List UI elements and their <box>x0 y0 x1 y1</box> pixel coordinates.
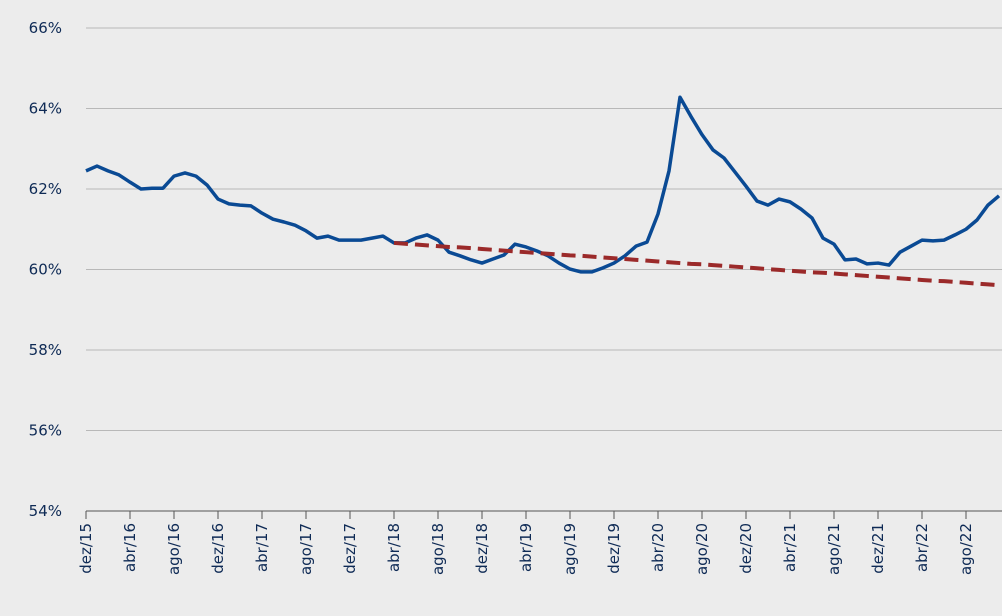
y-tick-label: 54% <box>29 502 62 520</box>
x-tick-label: ago/18 <box>429 523 447 575</box>
x-tick-label: dez/15 <box>77 523 95 574</box>
x-tick-label: abr/18 <box>385 523 403 572</box>
x-tick-label: dez/19 <box>605 523 623 574</box>
x-tick-label: abr/22 <box>913 523 931 572</box>
x-tick-label: dez/20 <box>737 523 755 574</box>
x-tick-label: ago/16 <box>165 523 183 575</box>
x-tick-label: dez/21 <box>869 523 887 574</box>
y-tick-label: 58% <box>29 341 62 359</box>
x-tick-label: dez/17 <box>341 523 359 574</box>
x-tick-label: ago/17 <box>297 523 315 575</box>
trend-line <box>393 240 1000 288</box>
y-tick-label: 60% <box>29 261 62 279</box>
y-tick-label: 56% <box>29 422 62 440</box>
x-tick-label: abr/20 <box>649 523 667 572</box>
y-tick-label: 64% <box>29 100 62 118</box>
x-tick-label: ago/20 <box>693 523 711 575</box>
x-tick-label: abr/16 <box>121 523 139 572</box>
x-tick-label: abr/17 <box>253 523 271 572</box>
x-tick-label: dez/18 <box>473 523 491 574</box>
x-tick-label: ago/19 <box>561 523 579 575</box>
x-tick-label: abr/21 <box>781 523 799 572</box>
x-tick-label: abr/19 <box>517 523 535 572</box>
x-tick-label: dez/16 <box>209 523 227 574</box>
y-tick-label: 62% <box>29 180 62 198</box>
x-tick-label: ago/22 <box>957 523 975 575</box>
x-tick-label: ago/21 <box>825 523 843 575</box>
y-tick-label: 66% <box>29 19 62 37</box>
